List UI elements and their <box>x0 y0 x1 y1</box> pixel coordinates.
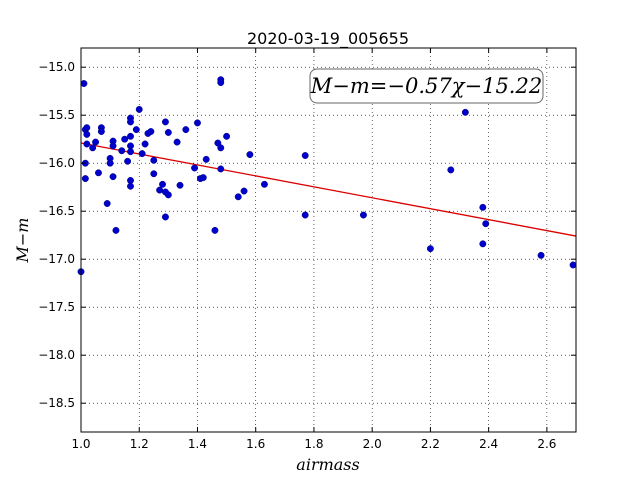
data-point <box>135 105 143 113</box>
x-tick-label: 1.6 <box>246 437 265 451</box>
data-point <box>246 151 254 159</box>
data-point <box>301 152 309 159</box>
data-point <box>141 140 149 148</box>
data-points <box>77 76 577 276</box>
data-point <box>161 213 169 221</box>
data-point <box>173 138 181 146</box>
annotation-box <box>309 68 544 104</box>
data-point <box>150 156 158 164</box>
data-point <box>223 132 231 140</box>
data-point <box>156 186 164 194</box>
x-tick-label: 1.2 <box>130 437 149 451</box>
y-tick-label: −16.5 <box>38 204 75 218</box>
data-point <box>83 130 91 138</box>
data-point <box>127 142 134 150</box>
x-tick-label: 2.4 <box>479 437 498 451</box>
fit-line-layer <box>80 142 577 237</box>
y-tick-label: −15.0 <box>38 60 75 74</box>
data-point <box>83 140 91 148</box>
data-point <box>106 159 114 167</box>
data-point <box>194 119 201 127</box>
x-tick-label: 2.0 <box>363 437 382 451</box>
data-point <box>199 174 207 182</box>
data-point <box>80 80 88 87</box>
data-point <box>182 126 190 134</box>
y-tick-label: −18.0 <box>38 348 75 362</box>
y-tick-labels: −15.0 −15.5 −16.0 −16.5 −17.0 −17.5 −18.0 −18.5 <box>38 60 75 410</box>
grid-lines <box>81 48 576 432</box>
data-point <box>301 211 309 219</box>
data-point <box>150 170 158 178</box>
data-point <box>164 191 172 199</box>
axis-ticks <box>80 48 576 432</box>
data-point <box>217 144 225 152</box>
data-point <box>89 144 97 152</box>
data-point <box>447 166 455 174</box>
data-point <box>461 108 469 116</box>
data-point <box>176 181 184 189</box>
x-tick-label: 1.4 <box>188 437 207 451</box>
data-point <box>127 118 134 126</box>
y-tick-label: −17.5 <box>38 300 75 314</box>
data-point <box>147 128 155 135</box>
data-point <box>479 240 487 248</box>
y-tick-label: −16.0 <box>38 156 75 170</box>
y-tick-label: −17.0 <box>38 252 75 266</box>
data-point <box>569 261 577 269</box>
data-point <box>217 79 225 87</box>
data-point <box>103 200 111 207</box>
data-point <box>260 180 268 188</box>
data-point <box>81 175 89 183</box>
data-point <box>479 203 487 211</box>
annotation-equation: M−m=−0.57χ−15.22 <box>310 74 542 98</box>
data-point <box>161 118 169 126</box>
chart-title: 2020-03-19_005655 <box>247 29 409 49</box>
data-point <box>92 138 100 146</box>
data-point <box>121 135 129 143</box>
x-axis-label: airmass <box>296 455 359 474</box>
data-point <box>109 142 117 150</box>
y-tick-label: −18.5 <box>38 396 75 410</box>
data-point <box>164 129 172 136</box>
fit-line <box>80 142 577 237</box>
data-point <box>127 177 134 184</box>
data-point <box>109 173 117 181</box>
x-tick-label: 1.8 <box>304 437 323 451</box>
y-tick-label: −15.5 <box>38 108 75 122</box>
data-point <box>240 187 248 195</box>
data-point <box>83 124 91 132</box>
data-point <box>118 147 126 155</box>
data-point <box>202 155 210 163</box>
data-point <box>97 128 105 135</box>
x-tick-label: 1.0 <box>71 437 90 451</box>
data-point <box>211 226 219 234</box>
plot-area-frame <box>80 47 577 433</box>
data-point <box>138 150 146 158</box>
data-point <box>127 182 134 190</box>
fit-annotation: M−m=−0.57χ−15.22 <box>309 68 544 104</box>
data-point <box>537 251 545 259</box>
data-point <box>127 148 134 156</box>
data-point <box>132 126 140 134</box>
data-point <box>127 132 134 140</box>
data-point <box>482 220 490 228</box>
data-point <box>112 226 120 234</box>
y-axis-label: M−m <box>13 218 32 264</box>
x-tick-label: 2.6 <box>537 437 556 451</box>
x-tick-labels: 1.0 1.2 1.4 1.6 1.8 2.0 2.2 2.4 2.6 <box>71 437 556 451</box>
data-point <box>234 193 242 201</box>
data-point <box>426 245 434 253</box>
data-point <box>191 164 199 172</box>
data-point <box>217 165 225 173</box>
data-point <box>124 157 132 165</box>
data-point <box>95 169 102 177</box>
data-point <box>359 211 367 219</box>
x-tick-label: 2.2 <box>421 437 440 451</box>
data-point <box>159 180 166 188</box>
